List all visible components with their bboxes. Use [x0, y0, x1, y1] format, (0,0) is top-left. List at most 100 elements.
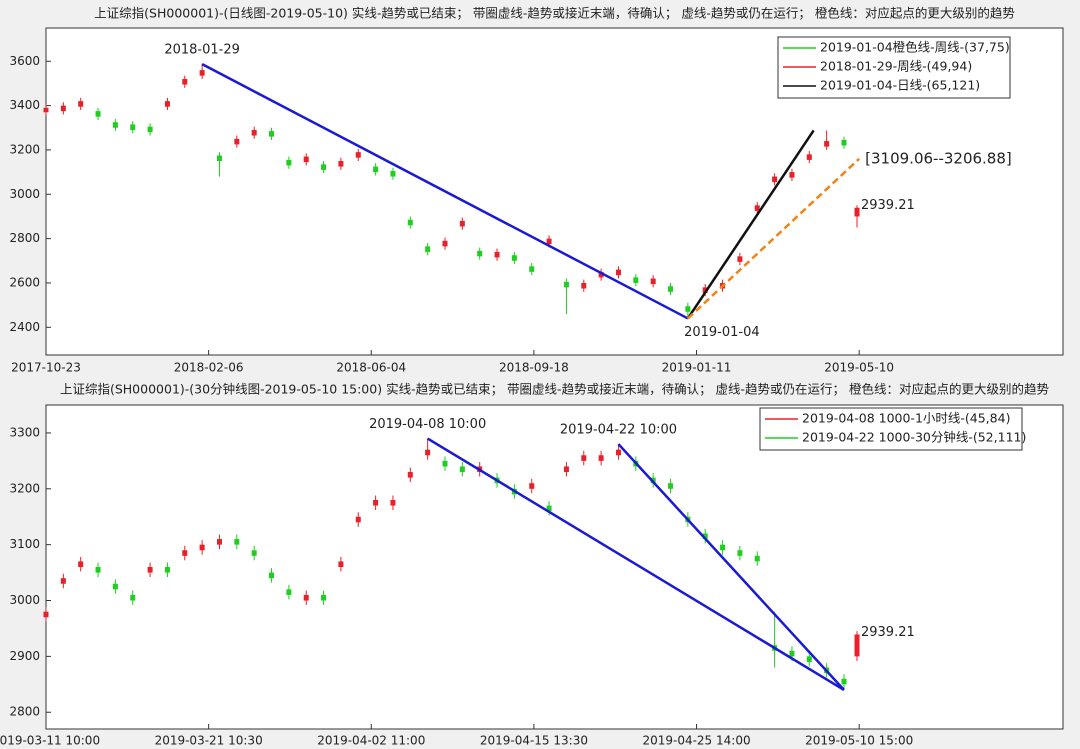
- legend-label: 2019-04-08 1000-1小时线-(45,84): [802, 411, 1010, 426]
- candle-body: [164, 567, 170, 573]
- candle-body: [581, 455, 587, 461]
- candle-body: [598, 455, 604, 461]
- y-tick-label: 3600: [9, 54, 40, 68]
- candle-body: [130, 594, 136, 601]
- y-tick-label: 3000: [9, 187, 40, 201]
- candle-body: [598, 271, 604, 278]
- candle-body: [373, 166, 379, 173]
- candle-body: [668, 286, 674, 292]
- candle-body: [772, 176, 778, 183]
- candle-body: [234, 539, 240, 545]
- candle-body: [269, 572, 275, 579]
- candle-body: [78, 561, 84, 567]
- candle-body: [147, 567, 153, 573]
- candle-body: [477, 250, 483, 257]
- candle-body: [407, 472, 413, 478]
- legend-box: [759, 407, 1023, 451]
- candle-body: [546, 238, 552, 245]
- candle-body: [199, 544, 205, 551]
- candle-body: [407, 219, 413, 226]
- trend-line: [201, 63, 689, 320]
- candle-body: [685, 306, 691, 312]
- last-close-label: 2939.21: [861, 625, 915, 640]
- trend-start-label: 2019-04-22 10:00: [560, 423, 677, 438]
- candle-body: [754, 205, 760, 211]
- trend-start-label: 2019-04-08 10:00: [369, 417, 486, 432]
- candle-body: [43, 107, 49, 113]
- x-tick-label: 2018-02-06: [174, 361, 244, 375]
- x-tick-label: 2019-01-11: [662, 361, 732, 375]
- y-tick-label: 2800: [9, 705, 40, 719]
- last-close-label: 2939.21: [861, 198, 915, 213]
- candle-body: [854, 207, 860, 217]
- chart-title: 上证综指(SH000001)-(30分钟线图-2019-05-10 15:00)…: [60, 382, 1050, 397]
- y-tick-label: 3400: [9, 98, 40, 112]
- candle-body: [338, 561, 344, 567]
- candle-body: [854, 634, 860, 657]
- candle-body: [737, 256, 743, 262]
- x-tick-label: 2019-05-10 15:00: [805, 734, 913, 748]
- candle-body: [425, 246, 431, 252]
- legend-box: [777, 36, 1011, 99]
- candle-body: [633, 277, 639, 283]
- candle-body: [95, 567, 101, 573]
- y-tick-label: 3100: [9, 537, 40, 551]
- candle-body: [511, 255, 517, 261]
- y-tick-label: 2600: [9, 275, 40, 289]
- candle-body: [789, 650, 795, 657]
- candle-body: [338, 161, 344, 167]
- candle-body: [251, 129, 257, 136]
- candle-body: [112, 122, 118, 128]
- candle-body: [702, 533, 708, 540]
- candle-body: [442, 460, 448, 467]
- candle-body: [130, 124, 136, 130]
- candle-body: [303, 594, 309, 601]
- candle-body: [199, 70, 205, 76]
- x-tick-label: 2019-03-11 10:00: [0, 734, 100, 748]
- candle-body: [754, 555, 760, 562]
- chart-title: 上证综指(SH000001)-(日线图-2019-05-10) 实线-趋势或已结…: [94, 6, 1015, 21]
- candle-body: [286, 589, 292, 595]
- candle-body: [650, 278, 656, 285]
- x-tick-label: 2019-03-21 10:30: [155, 734, 263, 748]
- y-tick-label: 2900: [9, 649, 40, 663]
- candle-body: [442, 240, 448, 247]
- candle-body: [147, 126, 153, 133]
- candle-body: [494, 251, 500, 258]
- candle-body: [390, 170, 396, 177]
- candle-body: [425, 449, 431, 456]
- y-tick-label: 3000: [9, 593, 40, 607]
- trend-line: [687, 157, 861, 320]
- candle-body: [841, 678, 847, 685]
- candle-body: [806, 656, 812, 662]
- candle-body: [269, 131, 275, 137]
- x-tick-label: 2017-10-23: [11, 361, 81, 375]
- y-tick-label: 2400: [9, 320, 40, 334]
- candle-body: [321, 164, 327, 170]
- candle-body: [529, 266, 535, 272]
- plot-area: [45, 404, 1064, 730]
- candle-body: [806, 154, 812, 160]
- candle-body: [373, 499, 379, 506]
- candle-body: [841, 139, 847, 146]
- candle-body: [234, 138, 240, 145]
- trend-line: [426, 437, 845, 691]
- candle-body: [78, 101, 84, 107]
- legend-label: 2019-01-04-日线-(65,121): [820, 78, 980, 93]
- candle-body: [459, 466, 465, 473]
- trend-line: [617, 443, 845, 691]
- x-tick-label: 2019-04-02 11:00: [317, 734, 425, 748]
- candle-body: [321, 594, 327, 601]
- candle-body: [668, 483, 674, 489]
- y-tick-label: 2800: [9, 231, 40, 245]
- candle-body: [182, 78, 188, 85]
- candle-body: [95, 111, 101, 117]
- x-tick-label: 2018-09-18: [499, 361, 569, 375]
- legend-label: 2019-01-04橙色线-周线-(37,75): [820, 40, 1010, 55]
- x-tick-label: 2019-04-15 13:30: [480, 734, 588, 748]
- candle-body: [546, 505, 552, 512]
- candle-body: [459, 220, 465, 227]
- candle-body: [164, 101, 170, 107]
- legend-label: 2018-01-29-周线-(49,94): [820, 59, 972, 74]
